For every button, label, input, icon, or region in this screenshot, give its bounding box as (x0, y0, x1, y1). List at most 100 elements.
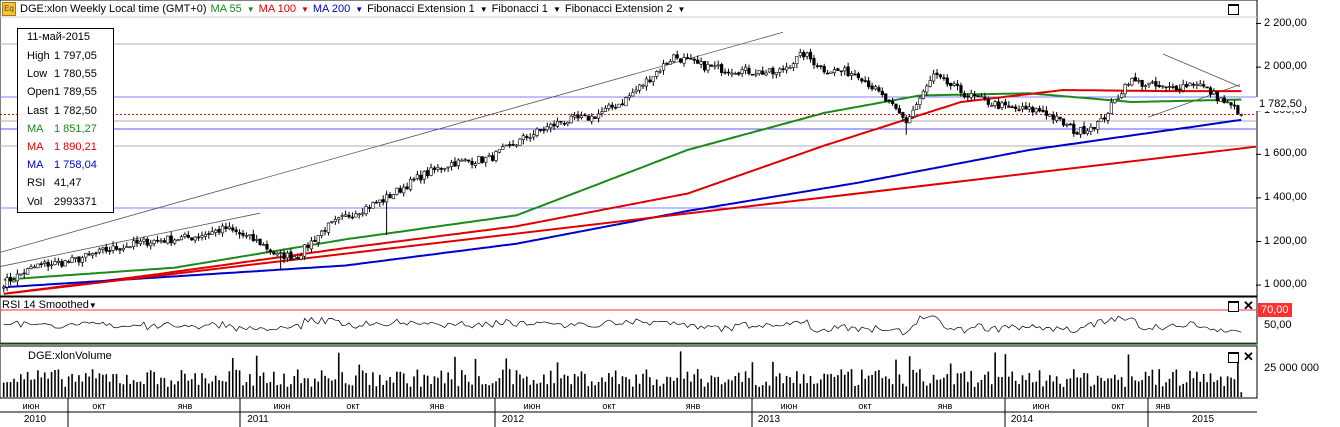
month-tick-label: окт (602, 401, 616, 411)
info-row: MA 1 890,21 (27, 139, 113, 156)
maximize-price-pane-icon[interactable] (1228, 4, 1239, 15)
close-volume-pane-icon[interactable]: ✕ (1243, 349, 1254, 364)
candle-body (121, 247, 125, 251)
month-tick-label: июн (523, 401, 541, 411)
ma55-dropdown-icon[interactable]: ▼ (246, 4, 255, 14)
candle-body (720, 64, 724, 73)
info-row-value: 1 851,27 (54, 122, 97, 135)
candle-body (665, 62, 669, 65)
fib-extension-1-legend[interactable]: Fibonacci Extension 1 (367, 3, 475, 15)
candle-body (518, 138, 522, 146)
price-tick-label: 1 400,00 (1264, 190, 1307, 203)
candle-body (730, 72, 734, 75)
candle-body (337, 217, 341, 220)
maximize-volume-pane-icon[interactable] (1228, 352, 1239, 363)
candle-body (1017, 109, 1021, 111)
candle-body (737, 72, 741, 75)
candle-body (460, 159, 464, 162)
info-date: 11-май-2015 (27, 31, 91, 43)
candle-body (508, 144, 512, 146)
fib-ext1-dropdown-icon[interactable]: ▼ (479, 4, 488, 14)
candle-body (1167, 85, 1172, 88)
candle-body (1143, 85, 1148, 87)
candle-body (501, 146, 505, 150)
fib-extension-2-legend[interactable]: Fibonacci Extension 2 (564, 3, 673, 15)
candle-body (1236, 105, 1240, 115)
rsi-dropdown-icon[interactable]: ▼ (88, 301, 97, 310)
candle-body (634, 89, 638, 93)
candle-body (1014, 106, 1018, 109)
candle-body (1106, 113, 1110, 121)
fib1-dropdown-icon[interactable]: ▼ (552, 4, 561, 14)
candle-body (289, 251, 293, 260)
fibonacci-1-legend[interactable]: Fibonacci 1 (491, 3, 548, 15)
candle-body (1178, 88, 1182, 91)
candle-body (1082, 126, 1086, 134)
candle-body (176, 239, 180, 242)
candle-body (1171, 86, 1175, 88)
candle-body (884, 93, 888, 102)
candle-body (812, 58, 816, 66)
symbol-title[interactable]: DGE:xlon Weekly Local time (GMT+0) (20, 3, 207, 15)
candle-body (1222, 97, 1226, 104)
candle-body (350, 216, 355, 219)
candle-body (238, 232, 242, 235)
ma200-dropdown-icon[interactable]: ▼ (355, 4, 364, 14)
candle-body (408, 178, 413, 190)
rsi-70-tag: 70,00 (1258, 303, 1292, 317)
ma55-legend[interactable]: MA 55 (210, 3, 242, 15)
candle-body (1024, 105, 1028, 110)
month-tick-label: янв (429, 401, 445, 411)
candle-body (542, 129, 546, 131)
candle-body (648, 79, 652, 83)
candle-body (15, 273, 19, 282)
candle-body (1075, 132, 1079, 135)
ma100-long-line (3, 145, 1257, 295)
ma100-legend[interactable]: MA 100 (258, 3, 296, 15)
candle-body (155, 239, 160, 242)
rsi-pane-title[interactable]: RSI 14 Smoothed▼ (2, 299, 97, 311)
candle-body (118, 248, 122, 251)
candle-body (528, 137, 532, 139)
candle-body (918, 97, 922, 105)
maximize-rsi-pane-icon[interactable] (1228, 301, 1239, 312)
candle-body (1140, 79, 1144, 87)
candle-body (26, 268, 30, 275)
candle-body (214, 229, 218, 233)
candle-body (1184, 84, 1189, 88)
candle-body (545, 126, 549, 131)
info-row-key: MA (27, 159, 44, 172)
candle-body (699, 61, 703, 65)
candle-body (867, 80, 871, 88)
candle-body (299, 255, 303, 260)
ma200-legend[interactable]: MA 200 (312, 3, 351, 15)
close-rsi-pane-icon[interactable]: ✕ (1243, 298, 1254, 313)
candle-body (969, 93, 973, 98)
candle-body (791, 63, 796, 68)
candle-body (685, 57, 690, 59)
candle-body (436, 167, 440, 170)
candle-body (108, 250, 112, 252)
candle-body (1212, 90, 1216, 95)
fib-ext2-dropdown-icon[interactable]: ▼ (677, 4, 686, 14)
candle-body (562, 123, 566, 125)
ma100-dropdown-icon[interactable]: ▼ (300, 4, 309, 14)
candle-body (576, 114, 580, 119)
candle-body (990, 104, 994, 107)
candle-body (644, 78, 649, 87)
candle-body (873, 86, 878, 90)
candle-body (361, 212, 365, 215)
candle-body (1061, 118, 1066, 126)
volume-pane-title[interactable]: DGE:xlonVolume (28, 350, 112, 362)
candle-body (207, 233, 211, 235)
candle-body (566, 121, 570, 125)
candle-body (2, 286, 6, 289)
candle-body (802, 52, 806, 58)
candle-body (996, 101, 1001, 109)
candle-body (90, 253, 95, 256)
candle-body (887, 99, 891, 102)
info-row-value: 1 758,04 (54, 159, 97, 172)
candle-body (559, 120, 563, 123)
candle-body (309, 240, 313, 250)
candle-body (911, 109, 915, 118)
